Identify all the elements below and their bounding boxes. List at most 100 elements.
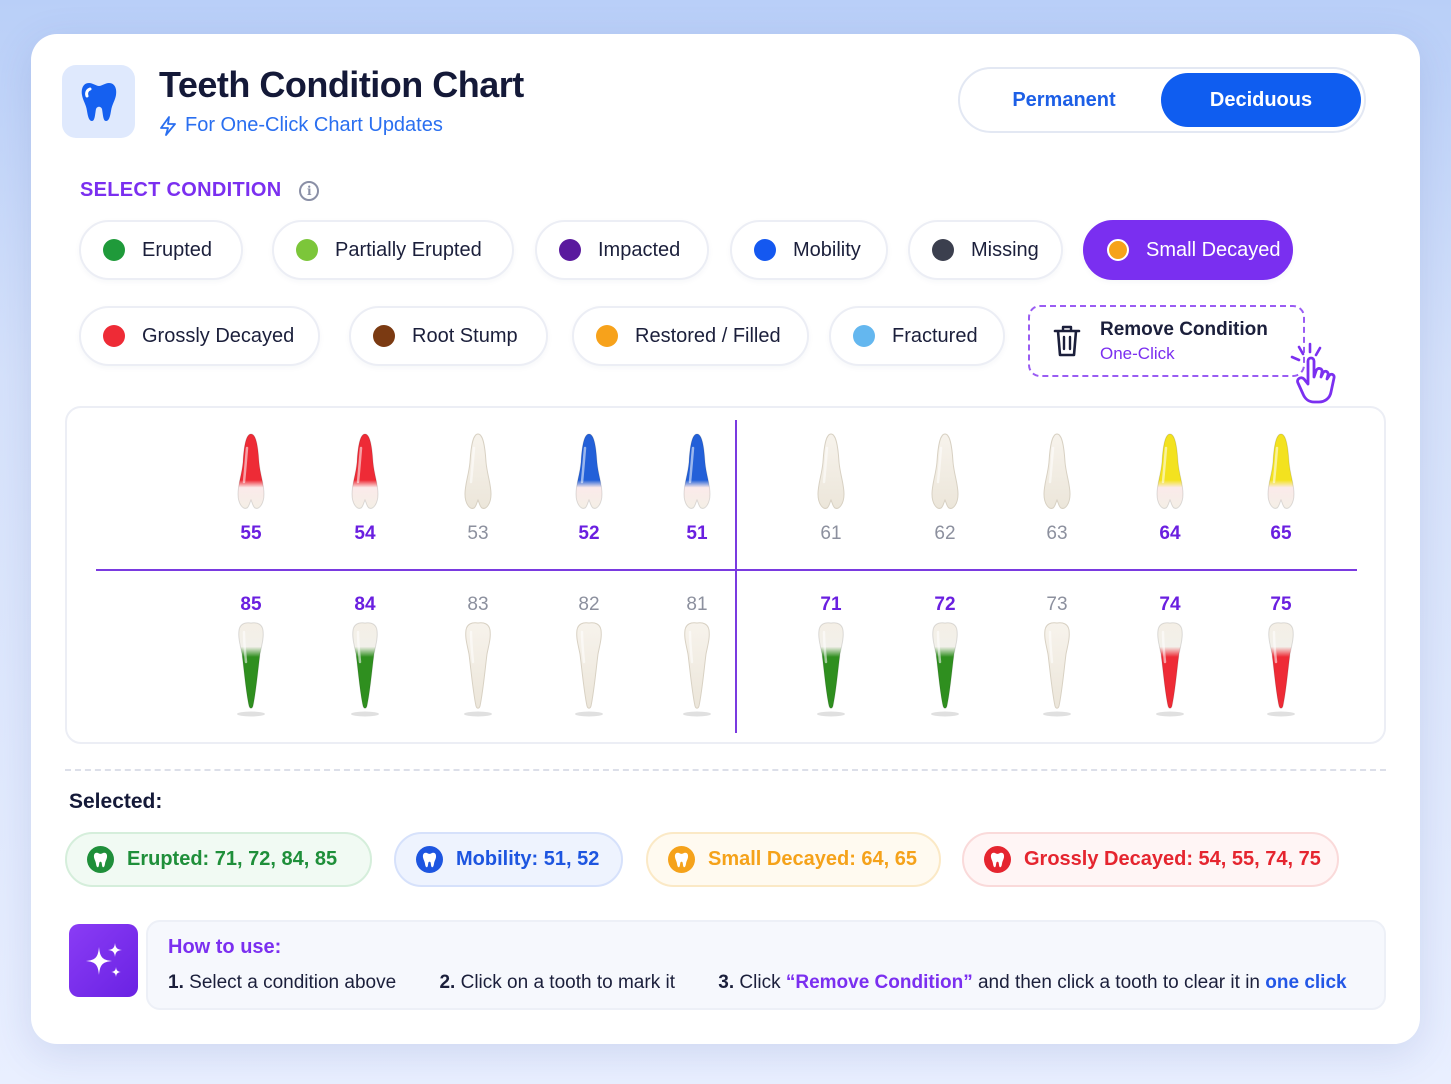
page-subtitle: For One-Click Chart Updates (159, 114, 443, 137)
section-divider (65, 769, 1386, 771)
tooth-73[interactable] (1027, 618, 1087, 718)
tooth-63-icon (1043, 433, 1071, 509)
condition-color-dot (559, 239, 581, 261)
tooth-badge-icon (668, 846, 695, 873)
tooth-badge-icon (87, 846, 114, 873)
tooth-84[interactable] (335, 618, 395, 718)
tooth-number: 81 (686, 594, 708, 615)
condition-pill-missing[interactable]: Missing (908, 220, 1063, 280)
condition-pill-fractured[interactable]: Fractured (829, 306, 1005, 366)
tooth-number: 61 (820, 523, 842, 544)
condition-pill-root-stump[interactable]: Root Stump (349, 306, 548, 366)
selected-heading: Selected: (69, 790, 163, 813)
tooth-54[interactable] (335, 428, 395, 528)
tooth-84-icon (351, 622, 379, 717)
condition-pill-small-decayed[interactable]: Small Decayed (1083, 220, 1293, 280)
tooth-72[interactable] (915, 618, 975, 718)
tooth-81-icon (683, 622, 711, 717)
condition-color-dot (1107, 239, 1129, 261)
tooth-badge-icon (416, 846, 443, 873)
tooth-number: 84 (354, 594, 376, 615)
step-3-highlight: “Remove Condition” (785, 972, 973, 993)
step-2-text: Click on a tooth to mark it (460, 972, 675, 993)
step-3-text-c: and then click a tooth to clear it in (977, 972, 1260, 993)
condition-color-dot (853, 325, 875, 347)
condition-pill-label: Erupted (142, 238, 213, 261)
tooth-number: 54 (354, 523, 376, 544)
how-to-use-panel: How to use: 1. Select a condition above … (146, 920, 1386, 1010)
condition-pill-mobility[interactable]: Mobility (730, 220, 888, 280)
trash-icon (1053, 325, 1081, 357)
tooth-logo-icon (62, 65, 135, 138)
tooth-52-icon (575, 433, 603, 509)
condition-color-dot (296, 239, 318, 261)
tooth-52[interactable] (559, 428, 619, 528)
tooth-64-icon (1156, 433, 1184, 509)
tooth-number: 55 (240, 523, 262, 544)
condition-pill-erupted[interactable]: Erupted (79, 220, 243, 280)
tooth-75-icon (1267, 622, 1295, 717)
permanent-toggle-button[interactable]: Permanent (1012, 88, 1116, 111)
condition-pill-label: Root Stump (412, 324, 518, 347)
step-3-text-a: Click (739, 972, 781, 993)
tooth-85[interactable] (221, 618, 281, 718)
tooth-63[interactable] (1027, 428, 1087, 528)
dentition-toggle: Permanent Deciduous (958, 67, 1366, 133)
tooth-72-icon (931, 622, 959, 717)
tooth-53-icon (464, 433, 492, 509)
tooth-83-icon (464, 622, 492, 717)
chart-horizontal-divider (96, 569, 1357, 571)
condition-pill-partially-erupted[interactable]: Partially Erupted (272, 220, 514, 280)
tooth-82-icon (575, 622, 603, 717)
selected-chip-text: Mobility: 51, 52 (456, 848, 600, 870)
tooth-number: 65 (1270, 523, 1292, 544)
tooth-51[interactable] (667, 428, 727, 528)
tooth-badge-icon (984, 846, 1011, 873)
condition-color-dot (103, 239, 125, 261)
condition-pill-label: Mobility (793, 238, 861, 261)
tooth-83[interactable] (448, 618, 508, 718)
step-3-number: 3. (718, 972, 735, 993)
selected-chip: Mobility: 51, 52 (394, 832, 623, 887)
tooth-82[interactable] (559, 618, 619, 718)
tooth-71[interactable] (801, 618, 861, 718)
page-title: Teeth Condition Chart (159, 64, 524, 105)
deciduous-toggle-button[interactable]: Deciduous (1161, 73, 1361, 127)
tooth-71-icon (817, 622, 845, 717)
tooth-number: 74 (1159, 594, 1181, 615)
step-3: 3. Click “Remove Condition” and then cli… (718, 972, 1346, 994)
tooth-75[interactable] (1251, 618, 1311, 718)
select-condition-label: SELECT CONDITION (80, 179, 282, 201)
tooth-number: 83 (467, 594, 489, 615)
tooth-number: 63 (1046, 523, 1068, 544)
tooth-73-icon (1043, 622, 1071, 717)
tooth-61-icon (817, 433, 845, 509)
tooth-62[interactable] (915, 428, 975, 528)
tooth-number: 52 (578, 523, 600, 544)
condition-pill-grossly-decayed[interactable]: Grossly Decayed (79, 306, 320, 366)
condition-pill-label: Grossly Decayed (142, 324, 295, 347)
remove-condition-sublabel: One-Click (1100, 343, 1175, 363)
tooth-number: 82 (578, 594, 600, 615)
tooth-65[interactable] (1251, 428, 1311, 528)
pointer-hand-icon (1290, 342, 1336, 404)
remove-condition-button[interactable]: Remove Condition One-Click (1028, 305, 1305, 377)
tooth-55[interactable] (221, 428, 281, 528)
tooth-number: 73 (1046, 594, 1068, 615)
condition-color-dot (596, 325, 618, 347)
selected-chip: Erupted: 71, 72, 84, 85 (65, 832, 372, 887)
tooth-53[interactable] (448, 428, 508, 528)
lightning-icon (160, 115, 176, 136)
tooth-61[interactable] (801, 428, 861, 528)
tooth-number: 71 (820, 594, 842, 615)
tooth-number: 85 (240, 594, 262, 615)
condition-pill-restored-filled[interactable]: Restored / Filled (572, 306, 809, 366)
condition-pill-impacted[interactable]: Impacted (535, 220, 709, 280)
selected-chip-text: Small Decayed: 64, 65 (708, 848, 918, 870)
tooth-81[interactable] (667, 618, 727, 718)
tooth-51-icon (683, 433, 711, 509)
step-1: 1. Select a condition above (168, 972, 396, 994)
tooth-64[interactable] (1140, 428, 1200, 528)
info-icon[interactable]: i (299, 180, 320, 201)
tooth-74[interactable] (1140, 618, 1200, 718)
